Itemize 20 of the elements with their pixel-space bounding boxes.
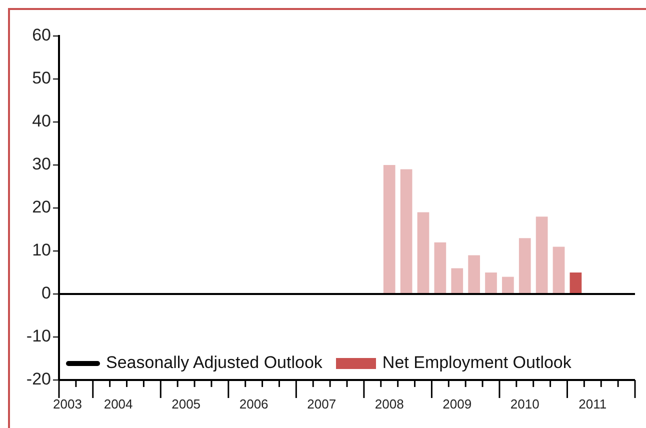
y-tick-label: -20 (26, 370, 51, 389)
x-tick-label: 2004 (104, 396, 133, 412)
y-tick-label: -10 (26, 326, 51, 346)
x-tick-label: 2011 (578, 396, 607, 412)
y-tick-label: 40 (32, 112, 51, 131)
y-tick-label: 10 (32, 240, 51, 260)
x-tick-label: 2005 (172, 396, 201, 412)
y-tick-label: 50 (32, 68, 51, 88)
x-tick-label: 2009 (442, 396, 472, 412)
y-tick-label: 60 (32, 26, 51, 45)
legend-label: Seasonally Adjusted Outlook (106, 353, 322, 373)
y-tick-label: 30 (32, 154, 51, 174)
x-tick-label: 2008 (374, 396, 404, 412)
y-tick-label: 20 (32, 198, 51, 217)
x-tick-label: 2006 (239, 396, 268, 412)
x-tick-label: 2007 (307, 396, 336, 412)
y-tick-label: 0 (42, 284, 51, 303)
x-tick-label: 2010 (510, 396, 540, 412)
legend-label: Net Employment Outlook (382, 353, 572, 373)
x-tick-label: 2003 (53, 396, 82, 412)
